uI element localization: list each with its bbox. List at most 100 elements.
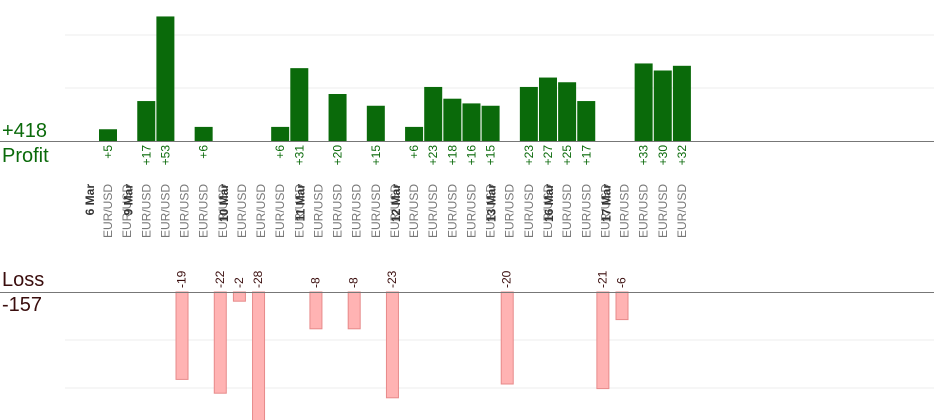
pair-label: EUR/USD — [675, 184, 689, 238]
loss-value-label: -22 — [213, 270, 227, 288]
pair-label: EUR/USD — [350, 184, 364, 238]
pair-label: EUR/USD — [541, 184, 555, 238]
profit-value-label: +23 — [426, 145, 440, 166]
pair-label: EUR/USD — [178, 184, 192, 238]
date-label: 6 Mar — [83, 184, 97, 216]
profit-bar — [271, 126, 290, 141]
profit-bar — [156, 16, 175, 142]
profit-bar — [328, 94, 347, 141]
loss-value-label: -8 — [308, 277, 322, 288]
profit-value-label: +32 — [675, 145, 689, 166]
profit-bar — [634, 63, 653, 142]
pair-label: EUR/USD — [407, 184, 421, 238]
profit-value-label: +6 — [273, 145, 287, 159]
profit-bar — [424, 86, 443, 141]
loss-bar — [213, 291, 227, 394]
date-label: 16 Mar — [542, 184, 556, 222]
pair-label: EUR/USD — [656, 184, 670, 238]
pair-label: EUR/USD — [445, 184, 459, 238]
profit-bar — [99, 129, 117, 141]
pair-label: EUR/USD — [598, 184, 612, 238]
profit-bar — [672, 65, 691, 141]
profit-bar — [519, 86, 538, 141]
date-label: 12 Mar — [389, 184, 403, 222]
pair-label: EUR/USD — [484, 184, 498, 238]
pair-label: EUR/USD — [560, 184, 574, 238]
profit-bar — [577, 101, 596, 141]
profit-bar — [290, 68, 309, 141]
loss-total: -157 — [2, 294, 43, 316]
pair-label: EUR/USD — [254, 184, 268, 238]
date-label: 10 Mar — [217, 184, 231, 222]
loss-bar — [309, 291, 323, 330]
profit-bar — [538, 77, 557, 141]
pair-label: EUR/USD — [464, 184, 478, 238]
pair-label: EUR/USD — [388, 184, 402, 238]
pair-label: EUR/USD — [235, 184, 249, 238]
profit-bar — [462, 103, 481, 141]
profit-total: +418 — [2, 120, 48, 142]
pair-label: EUR/USD — [216, 184, 230, 238]
date-label: 17 Mar — [600, 184, 614, 222]
loss-label: Loss — [2, 269, 45, 291]
loss-bar — [252, 291, 266, 420]
loss-bar — [385, 291, 399, 399]
pair-label: EUR/USD — [503, 184, 517, 238]
pair-label: EUR/USD — [311, 184, 325, 238]
pair-label: EUR/USD — [101, 184, 115, 238]
profit-value-label: +5 — [101, 145, 115, 159]
date-label: 11 Mar — [293, 184, 307, 222]
profit-value-label: +6 — [407, 145, 421, 159]
pair-label: EUR/USD — [273, 184, 287, 238]
pair-label: EUR/USD — [579, 184, 593, 238]
profit-value-label: +18 — [445, 145, 459, 166]
profit-value-label: +16 — [464, 145, 478, 166]
pair-label: EUR/USD — [331, 184, 345, 238]
pair-label: EUR/USD — [637, 184, 651, 238]
loss-value-label: -23 — [385, 270, 399, 288]
loss-value-label: -28 — [251, 270, 265, 288]
pair-label: EUR/USD — [197, 184, 211, 238]
profit-value-label: +17 — [579, 145, 593, 166]
profit-value-label: +33 — [637, 145, 651, 166]
profit-bar — [653, 70, 672, 141]
profit-value-label: +17 — [139, 145, 153, 166]
profit-bar — [558, 82, 577, 141]
loss-bar — [232, 291, 246, 302]
loss-value-label: -8 — [347, 277, 361, 288]
loss-value-label: -2 — [232, 277, 246, 288]
profit-bar — [481, 105, 500, 141]
pair-label: EUR/USD — [120, 184, 134, 238]
pair-label: EUR/USD — [292, 184, 306, 238]
profit-value-label: +30 — [656, 145, 670, 166]
profit-bar — [443, 98, 462, 141]
profit-value-label: +15 — [369, 145, 383, 166]
pair-label: EUR/USD — [426, 184, 440, 238]
profit-value-label: +20 — [331, 145, 345, 166]
pair-label: EUR/USD — [158, 184, 172, 238]
profit-value-label: +15 — [484, 145, 498, 166]
pair-label: EUR/USD — [139, 184, 153, 238]
date-label: 9 Mar — [121, 184, 135, 216]
loss-bar — [615, 291, 629, 321]
profit-bar — [366, 105, 385, 141]
profit-value-label: +25 — [560, 145, 574, 166]
profit-bar — [405, 126, 424, 141]
profit-label: Profit — [2, 145, 49, 167]
profit-value-label: +27 — [541, 145, 555, 166]
profit-value-label: +6 — [197, 145, 211, 159]
loss-bar — [596, 291, 610, 390]
profit-value-label: +23 — [522, 145, 536, 166]
profit-bar — [194, 126, 213, 141]
loss-value-label: -21 — [595, 270, 609, 288]
loss-bar — [500, 291, 514, 385]
pair-label: EUR/USD — [618, 184, 632, 238]
date-label: 13 Mar — [485, 184, 499, 222]
pair-label: EUR/USD — [369, 184, 383, 238]
loss-bar — [175, 291, 189, 380]
loss-value-label: -6 — [615, 277, 629, 288]
profit-bar — [137, 101, 156, 141]
loss-value-label: -19 — [175, 270, 189, 288]
profit-value-label: +53 — [158, 145, 172, 166]
